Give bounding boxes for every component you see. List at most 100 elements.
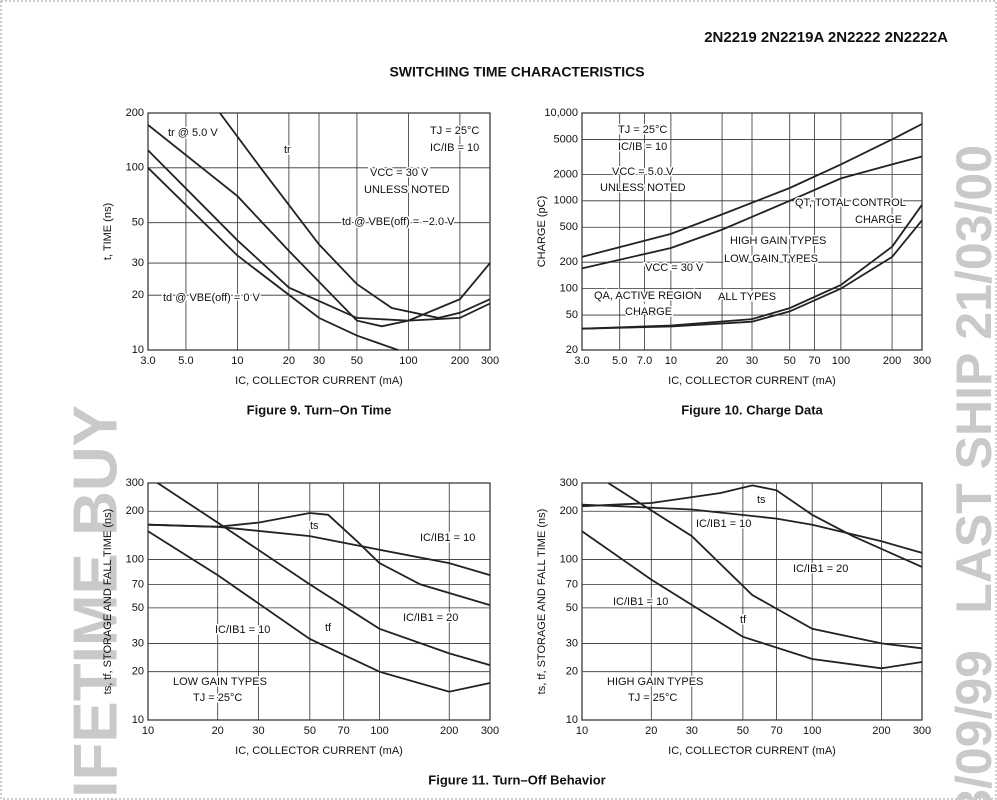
y-tick-label: 10 [132,714,144,726]
y-tick-label: 30 [132,637,144,649]
y-tick-label: 10,000 [544,107,578,119]
x-tick-label: 20 [212,725,224,737]
x-tick-label: 20 [283,355,295,367]
annotation: HIGH GAIN TYPES [730,235,826,247]
annotation: TJ = 25°C [618,124,667,136]
caption: Figure 10. Charge Data [681,402,823,417]
x-tick-label: 200 [883,355,901,367]
curve [581,155,923,270]
x-tick-label: 100 [399,355,417,367]
annotation: HIGH GAIN TYPES [607,676,703,688]
annotation: IC/IB1 = 10 [613,596,668,608]
annotation: VCC = 30 V [370,167,429,179]
annotation: IC/IB = 10 [430,142,479,154]
annotation: CHARGE [855,214,902,226]
x-axis-label: IC, COLLECTOR CURRENT (mA) [668,745,836,757]
curve [607,482,923,650]
y-tick-label: 20 [132,666,144,678]
annotation: TJ = 25°C [430,125,479,137]
annotation: IC/IB1 = 10 [420,532,475,544]
section-title: SWITCHING TIME CHARACTERISTICS [389,64,644,80]
x-tick-label: 100 [832,355,850,367]
y-tick-label: 70 [566,578,578,590]
caption: Figure 11. Turn–Off Behavior [428,772,605,787]
y-tick-label: 200 [126,107,144,119]
annotation: ts [310,520,319,532]
y-tick-label: 100 [560,553,578,565]
annotation: ts [757,494,766,506]
annotation: td @ VBE(off) = −2.0 V [342,216,455,228]
x-tick-label: 3.0 [140,355,155,367]
part-numbers: 2N2219 2N2219A 2N2222 2N2222A [704,29,948,46]
curve [147,530,491,693]
annotation: QA, ACTIVE REGION [594,290,702,302]
curve [147,512,491,606]
annotation: ALL TYPES [718,291,776,303]
x-tick-label: 300 [913,355,931,367]
y-tick-label: 10 [566,714,578,726]
x-axis-label: IC, COLLECTOR CURRENT (mA) [235,745,403,757]
x-tick-label: 300 [481,725,499,737]
x-tick-label: 100 [370,725,388,737]
watermark: LIFETIME BUY [61,405,130,800]
x-tick-label: 50 [351,355,363,367]
curve [147,149,491,322]
x-axis-label: IC, COLLECTOR CURRENT (mA) [668,375,836,387]
x-tick-label: 200 [451,355,469,367]
y-tick-label: 2000 [554,168,578,180]
curve [147,167,399,351]
annotation: IC/IB1 = 10 [696,518,751,530]
y-tick-label: 100 [126,553,144,565]
annotation: tf [740,614,747,626]
y-tick-label: 500 [560,221,578,233]
annotation: VCC = 5.0 V [612,166,674,178]
annotation: IC/IB1 = 10 [215,624,270,636]
curve [581,503,923,554]
annotation: UNLESS NOTED [364,184,450,196]
x-tick-label: 200 [440,725,458,737]
x-tick-label: 70 [338,725,350,737]
x-tick-label: 5.0 [612,355,627,367]
y-tick-label: 300 [126,477,144,489]
x-tick-label: 30 [686,725,698,737]
y-tick-label: 50 [566,602,578,614]
y-axis-label: t, TIME (ns) [102,203,114,260]
x-tick-label: 20 [645,725,657,737]
y-tick-label: 1000 [554,195,578,207]
caption: Figure 9. Turn–On Time [247,402,392,417]
annotation: IC/IB1 = 20 [403,612,458,624]
annotation: tr @ 5.0 V [168,127,218,139]
annotation: TJ = 25°C [628,692,677,704]
x-tick-label: 10 [576,725,588,737]
y-tick-label: 50 [132,217,144,229]
annotation: UNLESS NOTED [600,182,686,194]
y-tick-label: 20 [566,344,578,356]
x-tick-label: 10 [142,725,154,737]
curve [147,124,491,328]
y-tick-label: 70 [132,578,144,590]
y-tick-label: 20 [566,666,578,678]
x-tick-label: 30 [746,355,758,367]
curve [581,219,923,330]
x-tick-label: 300 [481,355,499,367]
y-tick-label: 20 [132,289,144,301]
curve [219,112,491,319]
x-tick-label: 20 [716,355,728,367]
x-tick-label: 7.0 [637,355,652,367]
annotation: VCC = 30 V [645,262,704,274]
curve [581,530,923,670]
curve [157,482,491,666]
annotation: TJ = 25°C [193,692,242,704]
x-tick-label: 5.0 [178,355,193,367]
y-tick-label: 200 [560,505,578,517]
x-tick-label: 50 [304,725,316,737]
curve [581,123,923,258]
annotation: QT, TOTAL CONTROL [795,197,906,209]
x-axis-label: IC, COLLECTOR CURRENT (mA) [235,375,403,387]
y-axis-label: ts, tf, STORAGE AND FALL TIME (ns) [536,509,548,695]
x-tick-label: 30 [252,725,264,737]
x-tick-label: 200 [872,725,890,737]
y-tick-label: 30 [132,257,144,269]
y-tick-label: 50 [132,602,144,614]
y-tick-label: 200 [560,256,578,268]
